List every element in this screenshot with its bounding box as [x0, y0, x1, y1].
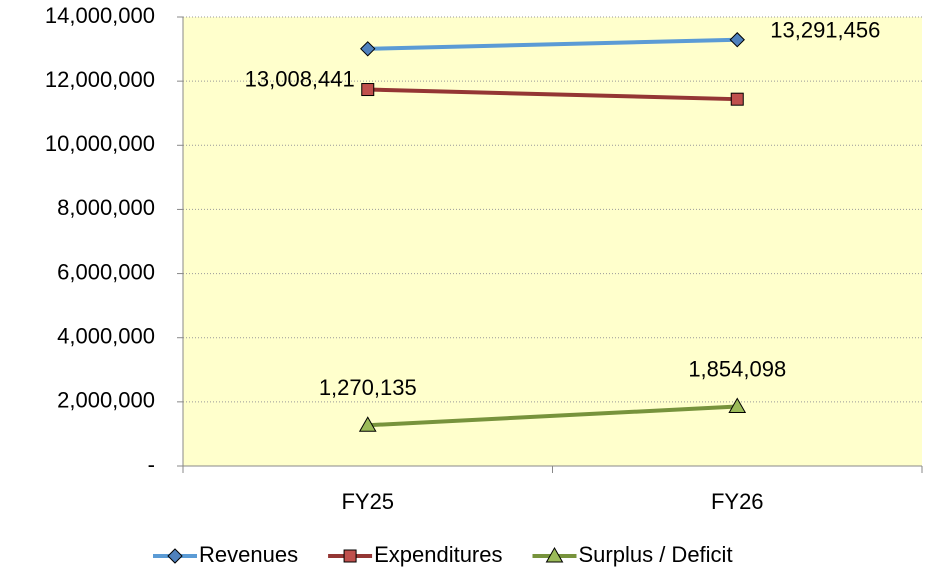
- legend-marker: [545, 546, 564, 563]
- data-label: 13,008,441: [245, 67, 355, 92]
- plot-area: [183, 17, 922, 466]
- data-point: [358, 416, 377, 432]
- data-label: 1,854,098: [688, 356, 786, 381]
- data-label: 13,291,456: [770, 18, 880, 43]
- legend-marker: [343, 549, 357, 563]
- data-point: [729, 32, 745, 48]
- y-tick-label: 12,000,000: [45, 67, 155, 92]
- data-point: [361, 83, 375, 97]
- legend-label: Revenues: [199, 542, 298, 567]
- series-line: [367, 37, 738, 51]
- data-point: [730, 92, 744, 106]
- y-tick-label: 14,000,000: [45, 3, 155, 28]
- series-line: [367, 404, 738, 428]
- y-tick-label: 8,000,000: [57, 195, 155, 220]
- y-tick-label: 10,000,000: [45, 131, 155, 156]
- data-point: [360, 41, 376, 57]
- data-point: [728, 397, 747, 414]
- x-tick-label: FY25: [341, 489, 394, 514]
- x-tick-label: FY26: [711, 489, 764, 514]
- y-tick-label: 2,000,000: [57, 388, 155, 413]
- data-label: 1,270,135: [319, 375, 417, 400]
- legend-label: Surplus / Deficit: [579, 542, 733, 567]
- y-tick-label: 6,000,000: [57, 259, 155, 284]
- legend-marker: [167, 548, 183, 564]
- y-tick-label: 4,000,000: [57, 324, 155, 349]
- series-line: [367, 87, 738, 102]
- legend-label: Expenditures: [374, 542, 502, 567]
- y-tick-label: -: [148, 452, 155, 477]
